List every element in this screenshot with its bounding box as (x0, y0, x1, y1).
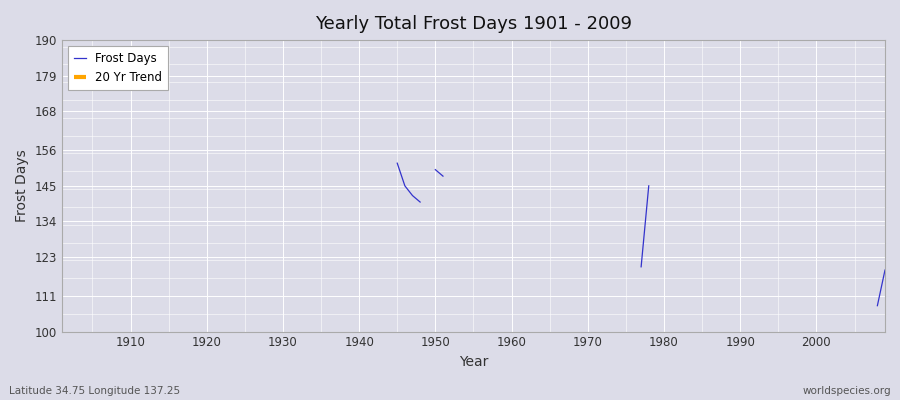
Frost Days (879, 268, 890, 272)
Text: Latitude 34.75 Longitude 137.25: Latitude 34.75 Longitude 137.25 (9, 386, 180, 396)
Frost Days (605, 174, 616, 178)
Frost Days (506, 180, 517, 185)
X-axis label: Year: Year (459, 355, 488, 369)
Y-axis label: Frost Days: Frost Days (15, 150, 29, 222)
Frost Days (57, 109, 68, 114)
Text: worldspecies.org: worldspecies.org (803, 386, 891, 396)
Legend: Frost Days, 20 Yr Trend: Frost Days, 20 Yr Trend (68, 46, 168, 90)
Title: Yearly Total Frost Days 1901 - 2009: Yearly Total Frost Days 1901 - 2009 (315, 15, 632, 33)
Frost Days (125, 73, 136, 78)
Line: Frost Days: Frost Days (62, 69, 885, 306)
